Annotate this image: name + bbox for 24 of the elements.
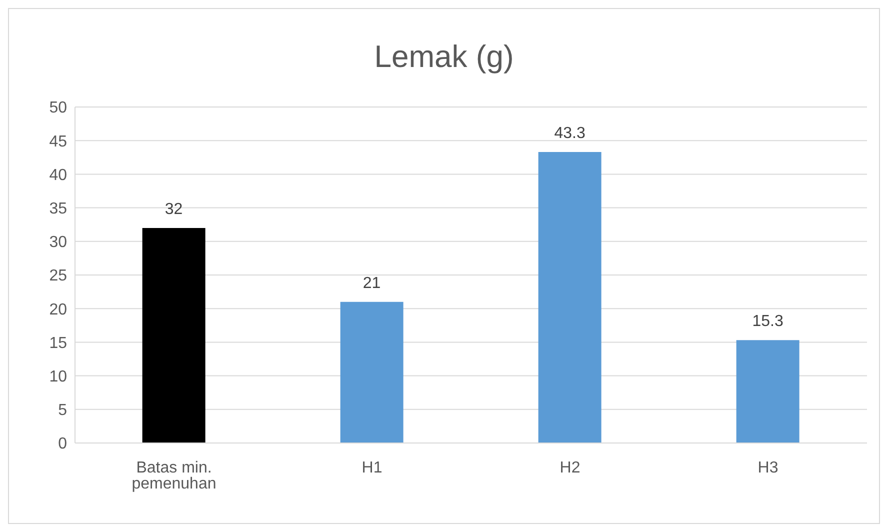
y-tick-label: 15: [49, 334, 68, 352]
chart-title: Lemak (g): [373, 39, 515, 75]
x-tick-label: H3: [758, 459, 778, 476]
bar: [340, 302, 404, 443]
y-tick-label: 25: [49, 268, 68, 285]
y-tick-label: 45: [49, 133, 68, 150]
y-tick-label: 30: [49, 234, 68, 252]
y-tick-label: 35: [49, 200, 68, 218]
bar: [736, 340, 800, 443]
bar: [142, 228, 206, 443]
y-tick-label: 20: [49, 301, 68, 318]
y-tick-label: 40: [49, 166, 68, 184]
y-tick-label: 50: [49, 100, 68, 117]
data-label: 21: [362, 274, 381, 292]
data-label: 15.3: [752, 313, 784, 330]
x-tick-label: Batas min. pemenuhan: [132, 459, 216, 492]
y-tick-label: 0: [58, 436, 68, 453]
x-tick-label: H2: [560, 459, 580, 476]
y-tick-label: 5: [58, 402, 68, 420]
bar: [538, 152, 602, 443]
x-tick-label: H1: [362, 459, 382, 476]
data-label: 32: [164, 200, 183, 218]
data-label: 43.3: [554, 125, 586, 142]
y-tick-label: 10: [49, 368, 68, 386]
